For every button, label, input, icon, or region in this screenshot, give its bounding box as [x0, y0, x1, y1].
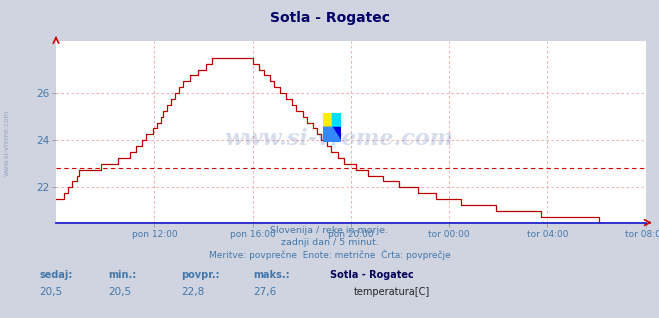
Text: Sotla - Rogatec: Sotla - Rogatec — [270, 11, 389, 25]
Text: min.:: min.: — [109, 270, 137, 280]
Bar — [332, 113, 341, 127]
Text: sedaj:: sedaj: — [40, 270, 73, 280]
Text: www.si-vreme.com: www.si-vreme.com — [225, 128, 453, 150]
Text: povpr.:: povpr.: — [181, 270, 219, 280]
Text: Meritve: povprečne  Enote: metrične  Črta: povprečje: Meritve: povprečne Enote: metrične Črta:… — [209, 250, 450, 260]
Text: 27,6: 27,6 — [254, 287, 277, 297]
Polygon shape — [323, 127, 341, 142]
Bar — [332, 127, 341, 142]
Text: 20,5: 20,5 — [40, 287, 63, 297]
Text: 22,8: 22,8 — [181, 287, 204, 297]
Text: maks.:: maks.: — [254, 270, 291, 280]
Text: temperatura[C]: temperatura[C] — [354, 287, 430, 297]
Text: www.si-vreme.com: www.si-vreme.com — [3, 110, 10, 176]
Text: Slovenija / reke in morje.: Slovenija / reke in morje. — [270, 226, 389, 235]
Text: zadnji dan / 5 minut.: zadnji dan / 5 minut. — [281, 238, 378, 247]
Text: 20,5: 20,5 — [109, 287, 132, 297]
Bar — [323, 113, 332, 127]
Text: Sotla - Rogatec: Sotla - Rogatec — [330, 270, 413, 280]
